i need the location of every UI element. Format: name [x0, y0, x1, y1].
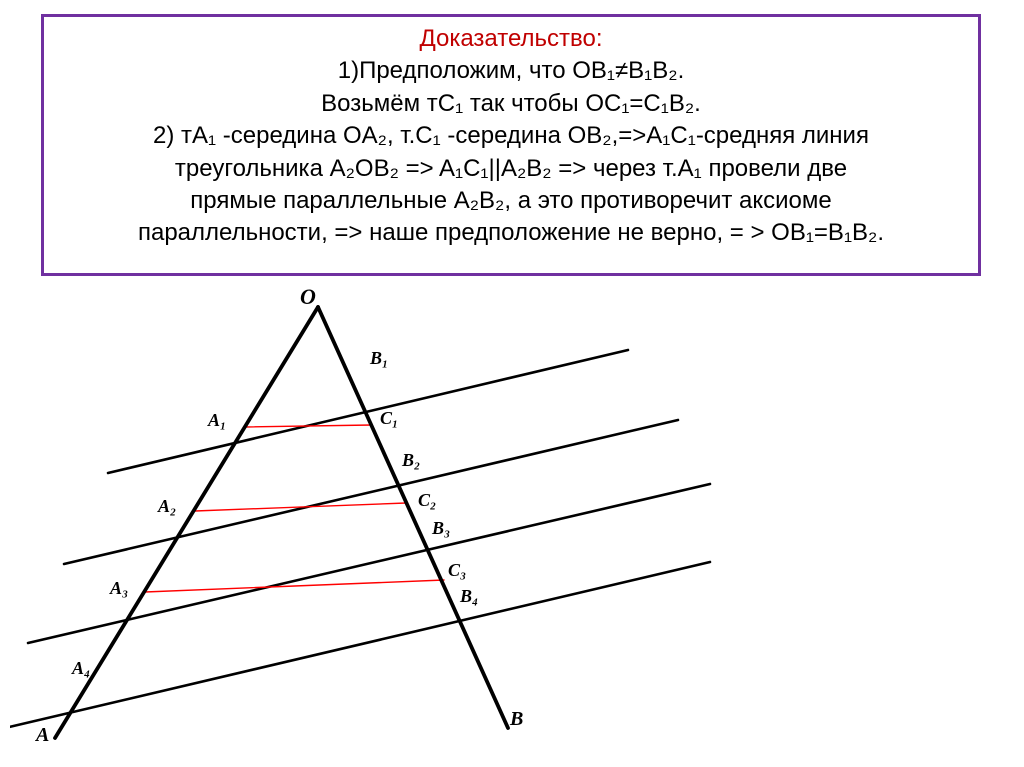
proof-line-4: треугольника A₂OB₂ => A₁C₁||A₂B₂ => чере… [54, 153, 968, 185]
proof-title: Доказательство: [54, 23, 968, 55]
point-label-A₂: A₂ [158, 496, 176, 517]
point-label-O: O [300, 284, 316, 310]
proof-line-5: прямые параллельные A₂B₂, а это противор… [54, 185, 968, 217]
point-label-B₄: B₄ [460, 586, 478, 607]
point-label-A₄: A₄ [72, 658, 90, 679]
point-label-A₃: A₃ [110, 578, 128, 599]
point-label-B: B [510, 708, 523, 731]
point-label-A₁: A₁ [208, 410, 226, 431]
point-label-C₃: C₃ [448, 560, 466, 581]
point-label-B₁: B₁ [370, 348, 388, 369]
point-label-C₂: C₂ [418, 490, 436, 511]
point-label-B₃: B₃ [432, 518, 450, 539]
proof-line-2: Возьмём тC₁ так чтобы OC₁=C₁B₂. [54, 88, 968, 120]
proof-line-3: 2) тA₁ -середина OA₂, т.C₁ -середина OB₂… [54, 120, 968, 152]
proof-line-1: 1)Предположим, что OB₁≠B₁B₂. [54, 55, 968, 87]
point-label-B₂: B₂ [402, 450, 420, 471]
point-label-A: A [36, 724, 49, 747]
proof-box: Доказательство: 1)Предположим, что OB₁≠B… [41, 14, 981, 276]
point-label-C₁: C₁ [380, 408, 398, 429]
thales-diagram: OB₁A₁C₁B₂A₂C₂B₃C₃A₃B₄A₄BA [10, 290, 730, 760]
proof-line-6: параллельности, => наше предположение не… [54, 217, 968, 249]
